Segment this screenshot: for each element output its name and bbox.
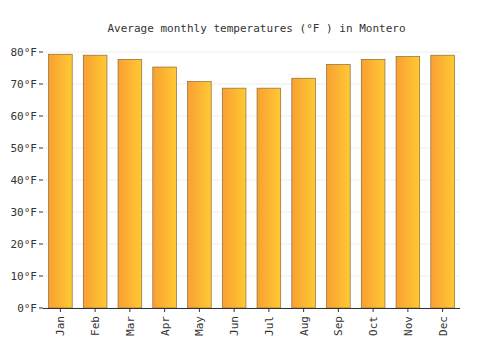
bar [292,78,316,308]
x-tick-label: Jun [228,316,241,336]
y-tick [39,308,43,309]
x-tick [303,308,304,312]
x-tick [95,308,96,312]
bar [153,67,177,308]
x-tick [268,308,269,312]
y-tick-label: 60°F [11,110,38,123]
x-tick-label: Apr [159,316,172,336]
y-tick [39,244,43,245]
y-tick-label: 20°F [11,238,38,251]
y-tick [39,212,43,213]
chart-svg: Average monthly temperatures (°F ) in Mo… [0,0,500,350]
y-tick [39,180,43,181]
x-tick-label: Nov [402,316,415,336]
bar [222,88,246,308]
x-tick-label: Jul [263,316,276,336]
y-tick-label: 10°F [11,270,38,283]
x-tick [338,308,339,312]
title: Average monthly temperatures (°F ) in Mo… [107,22,405,35]
bar [431,55,455,308]
bar [327,64,351,308]
y-tick-label: 40°F [11,174,38,187]
chart-container: Average monthly temperatures (°F ) in Mo… [0,0,500,350]
x-tick-label: Oct [367,316,380,336]
x-tick-label: Feb [89,316,102,336]
x-tick-label: May [193,316,206,336]
x-tick [164,308,165,312]
bar [361,59,385,308]
y-tick [39,116,43,117]
y-tick-label: 80°F [11,46,38,59]
bars [49,54,455,308]
y-tick [39,52,43,53]
x-tick-label: Jan [54,316,67,336]
x-axis [43,308,460,309]
bar [396,56,420,308]
x-tick [234,308,235,312]
x-tick [442,308,443,312]
x-tick-label: Mar [124,316,137,336]
bar [49,54,73,308]
grid-line [43,52,460,53]
y-tick-label: 0°F [17,302,37,315]
x-tick-label: Dec [437,316,450,336]
bar [118,59,142,308]
bar [257,88,281,308]
y-tick-label: 70°F [11,78,38,91]
bar [188,81,212,308]
x-tick [60,308,61,312]
y-tick [39,276,43,277]
y-tick-label: 50°F [11,142,38,155]
y-tick [39,148,43,149]
x-tick [373,308,374,312]
x-tick [199,308,200,312]
y-tick [39,84,43,85]
x-tick-label: Aug [298,316,311,336]
x-tick [129,308,130,312]
x-tick-label: Sep [332,316,345,336]
y-tick-label: 30°F [11,206,38,219]
bar [83,55,107,308]
x-tick [407,308,408,312]
